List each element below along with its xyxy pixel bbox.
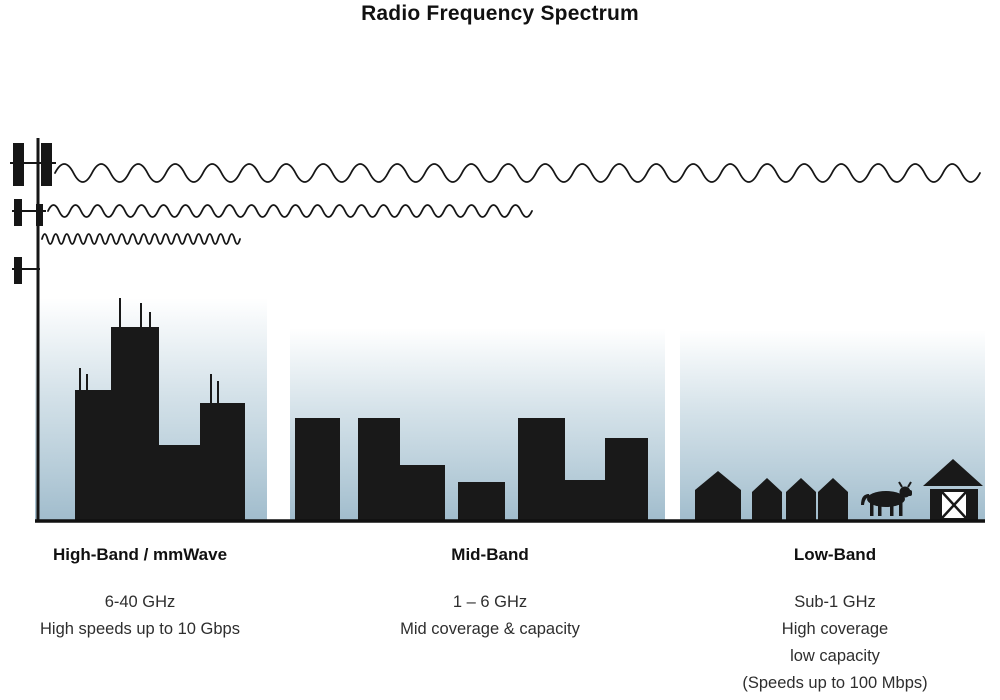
- mid-rise-building: [358, 418, 400, 520]
- skyscraper: [200, 403, 245, 520]
- mid-rise-building: [565, 480, 605, 520]
- mid-rise-building: [458, 482, 505, 520]
- mid-rise-building: [400, 465, 445, 520]
- diagram-title: Radio Frequency Spectrum: [361, 2, 639, 25]
- high-band-skyline: [75, 298, 245, 520]
- skyscraper: [159, 445, 200, 520]
- skyscraper: [111, 327, 159, 520]
- skyscraper: [75, 390, 111, 520]
- house-icon: [752, 478, 782, 520]
- mid-rise-building: [605, 438, 648, 520]
- radio-waves: [41, 163, 981, 245]
- house-icon: [786, 478, 816, 520]
- barn-icon: [923, 459, 983, 520]
- low-band-scene: [695, 459, 983, 520]
- cell-tower-icon: [10, 138, 56, 521]
- low-band-wave: [54, 163, 981, 183]
- mid-band-skyline: [295, 418, 648, 520]
- house-icon: [818, 478, 848, 520]
- mid-rise-building: [518, 418, 565, 520]
- house-icon: [695, 471, 741, 520]
- cow-icon: [861, 481, 912, 516]
- mid-rise-building: [295, 418, 340, 520]
- high-band-wave: [41, 233, 241, 245]
- mid-band-wave: [47, 204, 533, 218]
